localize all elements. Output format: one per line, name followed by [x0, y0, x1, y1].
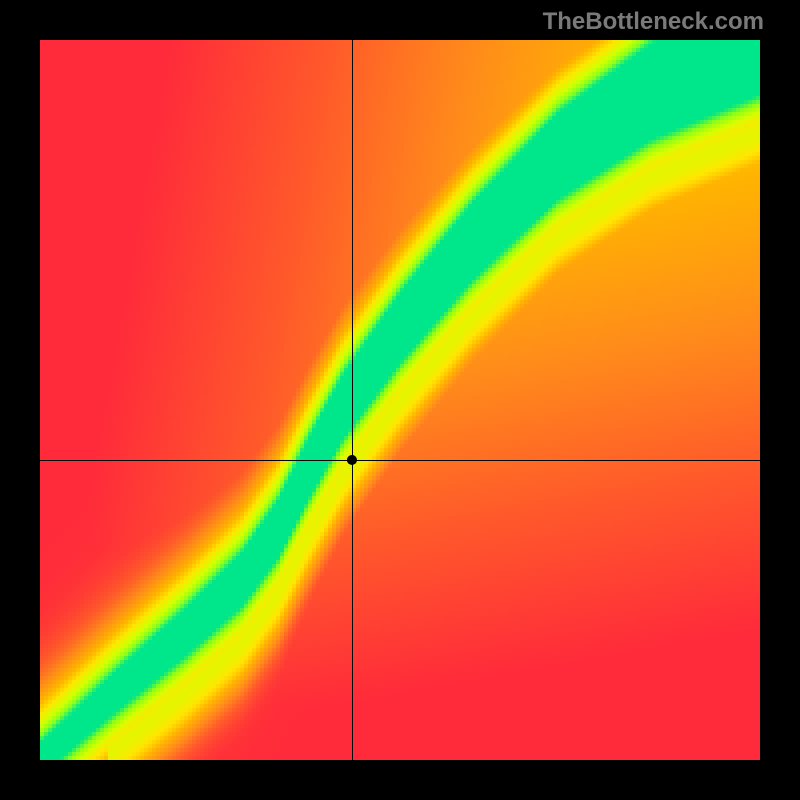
watermark-text: TheBottleneck.com	[543, 8, 764, 36]
crosshair-overlay	[40, 40, 760, 760]
